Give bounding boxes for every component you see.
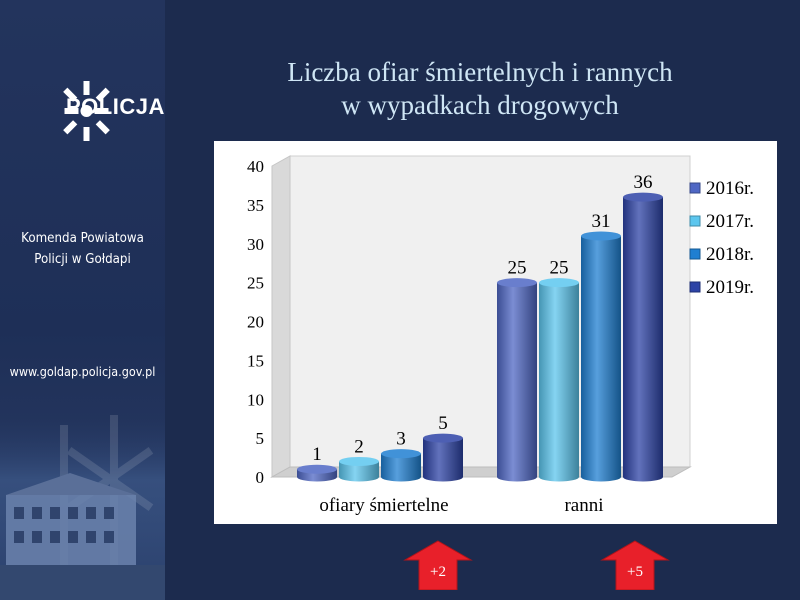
- legend-label: 2019r.: [706, 277, 754, 298]
- chart: 0 5 10 15 20 25 30 35 40 1 2 3 5 ofiary śmiertelne 25 2…: [214, 141, 777, 524]
- bar: [581, 235, 621, 482]
- police-star-icon: [63, 81, 110, 141]
- y-tick-label: 35: [247, 196, 264, 215]
- bar: [539, 282, 579, 482]
- change-label-deaths: +2: [430, 564, 446, 580]
- change-arrow-deaths: +2: [403, 540, 473, 590]
- data-label: 3: [396, 429, 406, 450]
- bar-top: [581, 231, 621, 241]
- bar-top: [623, 192, 663, 202]
- legend-swatch: [689, 182, 701, 194]
- data-label: 2: [354, 436, 364, 457]
- bar: [423, 438, 463, 482]
- legend-label: 2016r.: [706, 178, 754, 199]
- bar: [381, 453, 421, 482]
- bar: [497, 282, 537, 482]
- sidebar: POLICJA Komenda Powiatowa Policji w Gołd…: [0, 0, 165, 600]
- bar-top: [339, 456, 379, 466]
- up-arrow-icon: [600, 540, 670, 590]
- legend-swatch: [689, 215, 701, 227]
- bar-top: [423, 433, 463, 443]
- legend-swatch: [689, 248, 701, 260]
- y-tick-label: 0: [256, 468, 265, 487]
- chart-side-wall: [271, 155, 291, 478]
- data-label: 5: [438, 413, 448, 434]
- slide-title-line1: Liczba ofiar śmiertelnych i rannych: [287, 57, 673, 87]
- bar: [339, 461, 379, 482]
- y-tick-label: 15: [247, 351, 264, 370]
- y-tick-label: 10: [247, 390, 264, 409]
- unit-name-line1: Komenda Powiatowa: [21, 230, 144, 246]
- slide-title: Liczba ofiar śmiertelnych i rannych w wy…: [200, 56, 760, 122]
- logo-text: POLICJA: [66, 94, 165, 119]
- change-label-injured: +5: [627, 564, 643, 580]
- data-label: 1: [312, 444, 322, 465]
- x-category-label: ofiary śmiertelne: [319, 495, 448, 516]
- bar-top: [381, 449, 421, 459]
- bar-top: [539, 278, 579, 288]
- change-arrow-injured: +5: [600, 540, 670, 590]
- unit-name: Komenda Powiatowa Policji w Gołdapi: [10, 228, 155, 270]
- bar-top: [297, 464, 337, 474]
- y-tick-label: 30: [247, 235, 264, 254]
- y-tick-label: 20: [247, 313, 264, 332]
- y-tick-label: 5: [256, 429, 265, 448]
- x-category-label: ranni: [564, 495, 603, 516]
- data-label: 31: [592, 211, 611, 232]
- legend-swatch: [689, 281, 701, 293]
- data-label: 25: [550, 258, 569, 279]
- data-label: 25: [508, 258, 527, 279]
- bar-top: [497, 278, 537, 288]
- unit-name-line2: Policji w Gołdapi: [34, 251, 131, 267]
- headquarters-photo: [0, 415, 165, 600]
- up-arrow-icon: [403, 540, 473, 590]
- legend-label: 2017r.: [706, 211, 754, 232]
- legend-label: 2018r.: [706, 244, 754, 265]
- slide-title-line2: w wypadkach drogowych: [341, 90, 619, 120]
- bar: [623, 197, 663, 482]
- y-tick-label: 25: [247, 274, 264, 293]
- website-link[interactable]: www.goldap.policja.gov.pl: [9, 364, 156, 379]
- data-label: 36: [634, 172, 653, 193]
- y-tick-label: 40: [247, 157, 264, 176]
